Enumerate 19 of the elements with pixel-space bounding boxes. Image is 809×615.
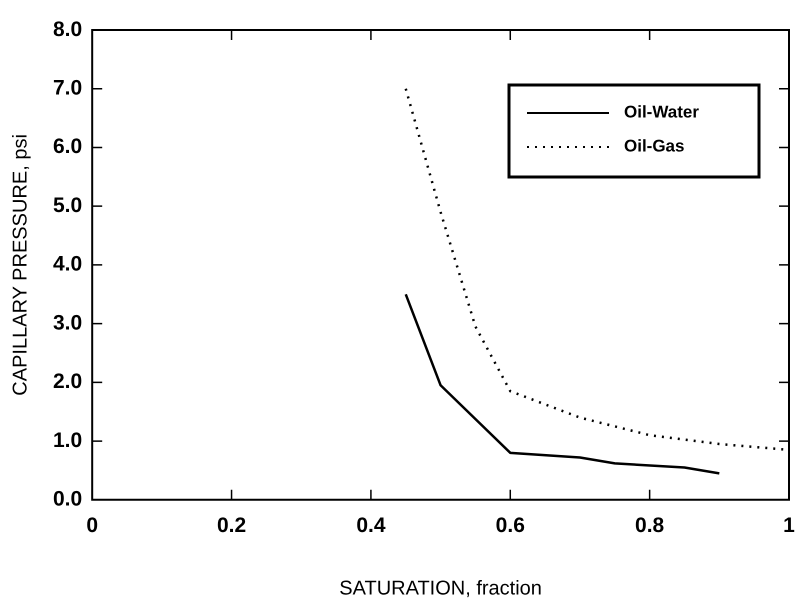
y-tick-label: 6.0 [52,135,82,158]
y-tick-label: 3.0 [52,311,82,334]
y-tick-label: 4.0 [52,252,82,276]
x-tick-label: 0 [86,514,98,538]
y-tick-label: 5.0 [52,194,82,217]
y-tick-label: 2.0 [52,370,82,394]
y-tick-label: 7.0 [52,76,82,100]
x-axis-title: SATURATION, fraction [339,578,542,600]
y-axis-title: CAPILLARY PRESSURE, psi [10,134,32,396]
x-tick-label: 1 [783,514,796,538]
x-tick-label: 0.8 [635,514,665,538]
legend-label: Oil-Gas [624,136,684,156]
x-tick-label: 0.2 [216,514,246,538]
x-tick-label: 0.4 [356,514,386,538]
legend-label: Oil-Water [624,102,700,122]
y-tick-label: 1.0 [52,428,82,452]
y-tick-label: 0.0 [52,488,82,511]
x-tick-label: 0.6 [496,514,525,538]
y-tick-label: 8.0 [52,18,82,41]
